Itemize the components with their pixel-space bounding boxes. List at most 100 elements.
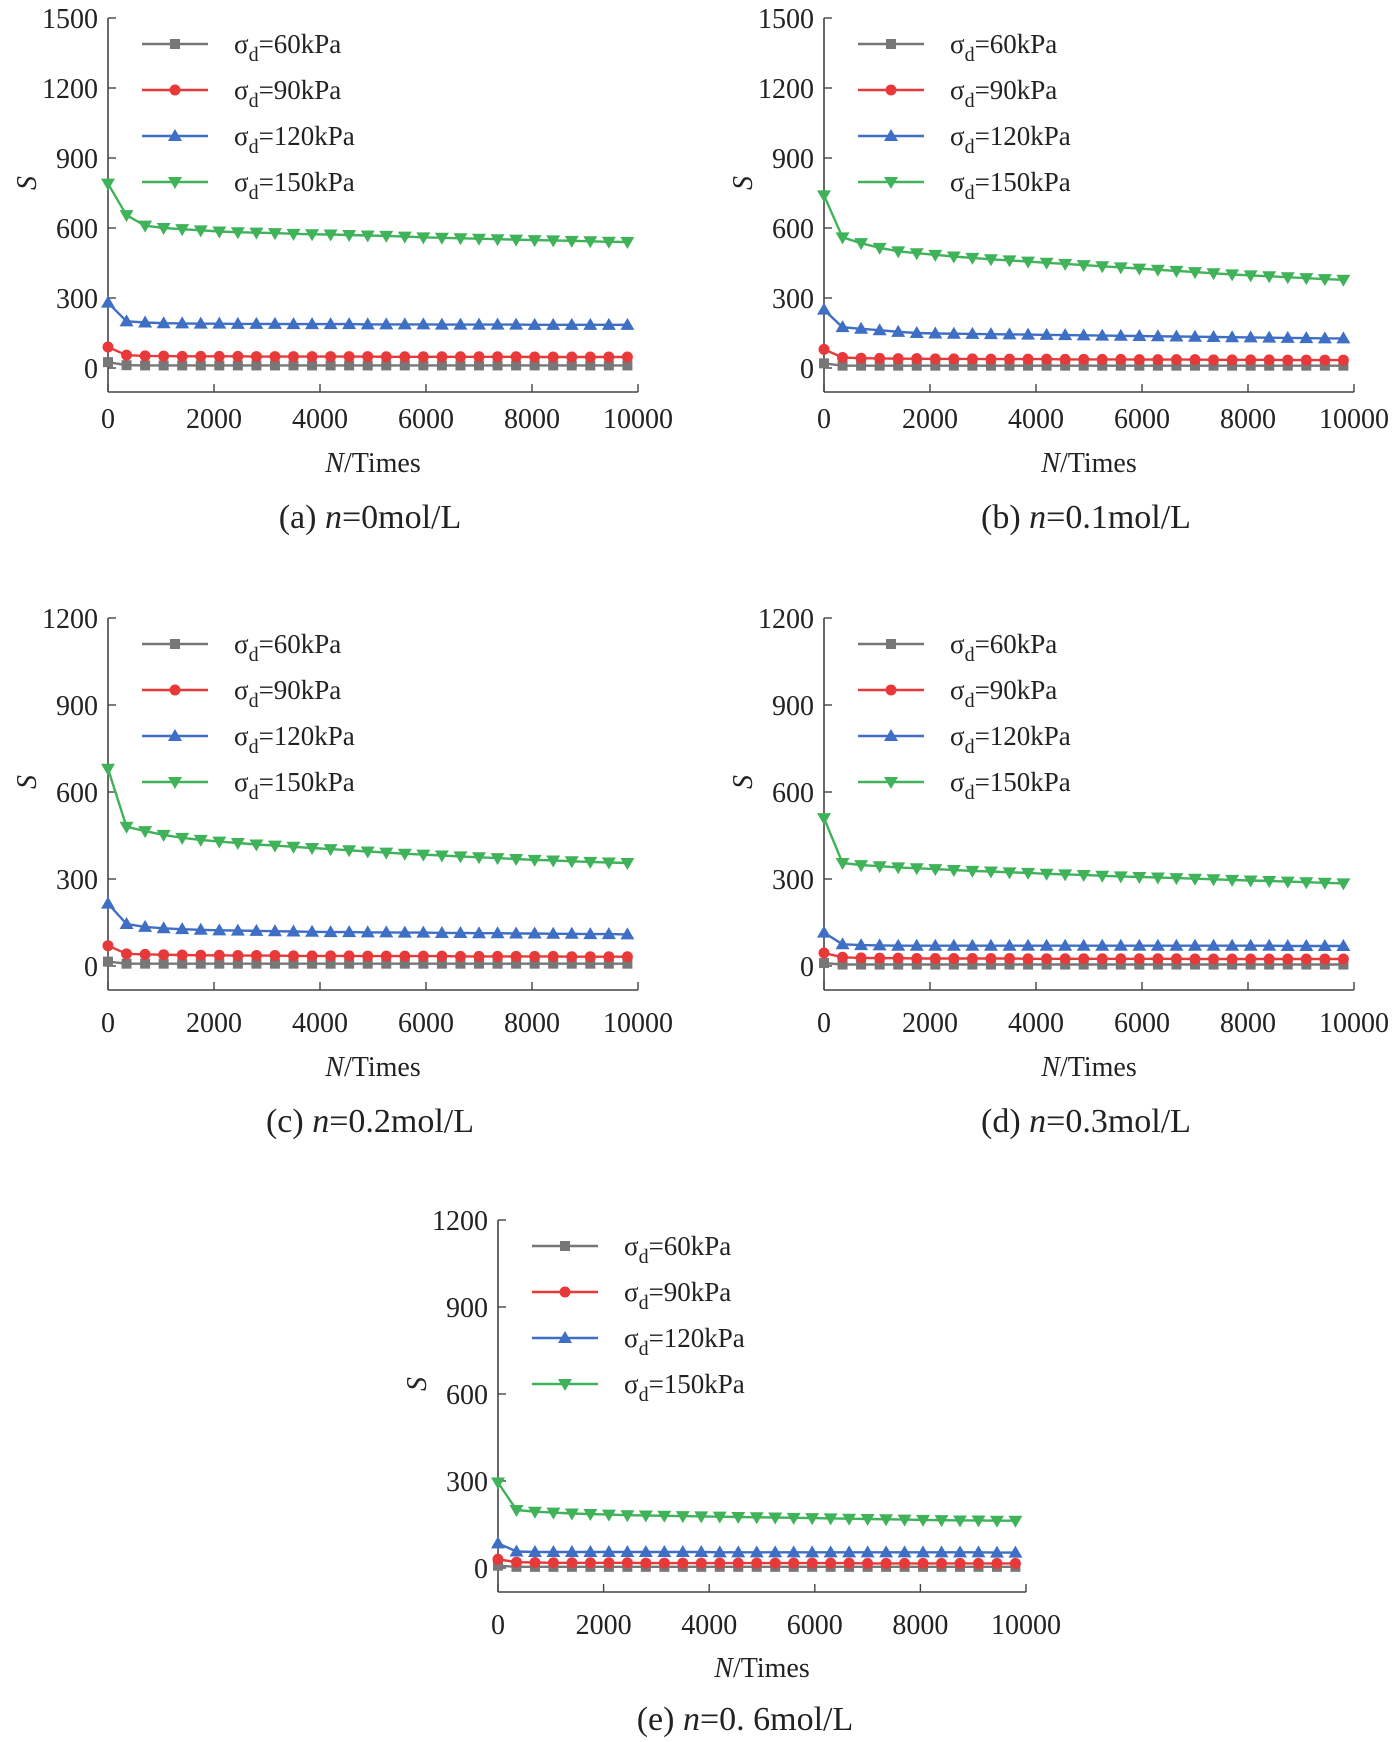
legend-label: σd=150kPa <box>950 767 1071 804</box>
data-point <box>195 958 206 969</box>
data-point <box>1152 354 1164 366</box>
data-point <box>1319 360 1330 371</box>
data-point <box>965 326 980 339</box>
data-point <box>511 360 522 371</box>
data-point <box>1039 938 1054 951</box>
data-point <box>397 231 412 244</box>
data-point <box>1169 329 1184 342</box>
data-point <box>874 952 886 964</box>
data-point <box>1188 873 1202 886</box>
data-point <box>1150 938 1165 951</box>
y-tick-label: 1200 <box>432 1206 488 1237</box>
series-60kpa <box>103 956 633 969</box>
data-point <box>1171 959 1182 970</box>
y-tick-label: 600 <box>56 214 98 245</box>
data-point <box>967 959 978 970</box>
data-point <box>1188 938 1202 951</box>
data-point <box>121 958 132 969</box>
data-point <box>323 925 338 938</box>
data-point <box>214 958 225 969</box>
data-point <box>119 314 134 327</box>
x-tick-label: 6000 <box>398 404 454 435</box>
data-point <box>1317 938 1332 951</box>
data-point <box>983 327 998 340</box>
data-point <box>212 923 227 936</box>
data-point <box>1225 269 1240 282</box>
data-point <box>399 360 410 371</box>
data-point <box>1095 328 1110 341</box>
data-point <box>1022 353 1034 365</box>
data-point <box>1169 873 1184 886</box>
x-tick-label: 4000 <box>1008 404 1064 435</box>
caption-label: (a) <box>279 499 325 536</box>
legend-marker <box>885 684 897 696</box>
data-point <box>1190 959 1200 970</box>
data-point <box>1208 959 1219 970</box>
data-point <box>1150 264 1165 277</box>
data-point <box>1337 953 1349 965</box>
data-point <box>694 1545 709 1558</box>
data-point <box>418 360 429 371</box>
data-point <box>101 763 115 776</box>
data-point <box>288 360 299 371</box>
legend-marker <box>168 129 182 141</box>
y-tick-label: 900 <box>772 144 814 175</box>
data-point <box>601 857 616 870</box>
data-point <box>835 858 850 871</box>
data-point <box>510 351 522 363</box>
data-point <box>855 352 867 364</box>
data-point <box>1226 953 1238 965</box>
x-tick-label: 6000 <box>398 1008 454 1039</box>
data-point <box>474 360 484 371</box>
data-point <box>121 360 132 371</box>
legend-sigma: σ <box>624 1369 639 1399</box>
data-point <box>966 353 978 365</box>
data-point <box>620 858 635 871</box>
data-point <box>360 925 375 938</box>
legend-sigma: σ <box>950 75 965 105</box>
data-point <box>928 938 943 951</box>
data-point <box>1189 354 1201 366</box>
data-point <box>490 234 505 247</box>
data-point <box>1041 353 1053 365</box>
x-tick-label: 10000 <box>1319 1008 1389 1039</box>
data-point <box>1039 868 1054 881</box>
data-point <box>1206 268 1221 281</box>
legend-sigma: σ <box>234 675 249 705</box>
data-point <box>269 950 281 962</box>
data-point <box>1336 331 1351 344</box>
data-point <box>1243 938 1258 951</box>
data-point <box>1300 953 1312 965</box>
data-point <box>732 1557 744 1569</box>
legend-series-name: =150kPa <box>259 167 355 197</box>
data-point <box>751 1557 763 1569</box>
data-point <box>1227 360 1238 371</box>
legend-label: σd=150kPa <box>950 167 1071 204</box>
data-point <box>891 246 906 259</box>
x-tick-label: 0 <box>817 1008 831 1039</box>
data-point <box>156 829 171 842</box>
data-point <box>342 230 357 242</box>
data-point <box>1243 270 1258 283</box>
data-point <box>509 234 524 247</box>
data-point <box>527 1545 542 1558</box>
data-point <box>397 317 412 330</box>
data-point <box>1078 360 1089 371</box>
series-90kpa <box>102 341 633 363</box>
y-axis-title: S <box>728 176 759 190</box>
data-point <box>856 959 867 970</box>
data-point <box>622 958 633 969</box>
data-point <box>954 1557 966 1569</box>
data-point <box>434 232 449 245</box>
data-point <box>854 321 869 334</box>
legend-series-name: =120kPa <box>975 721 1071 751</box>
data-point <box>566 351 578 363</box>
caption-variable: n <box>1029 499 1046 536</box>
data-point <box>1021 867 1036 880</box>
data-point <box>453 851 468 864</box>
legend-label: σd=90kPa <box>950 675 1057 712</box>
data-point <box>1282 354 1294 366</box>
legend-subscript: d <box>965 736 975 758</box>
data-point <box>399 958 410 969</box>
